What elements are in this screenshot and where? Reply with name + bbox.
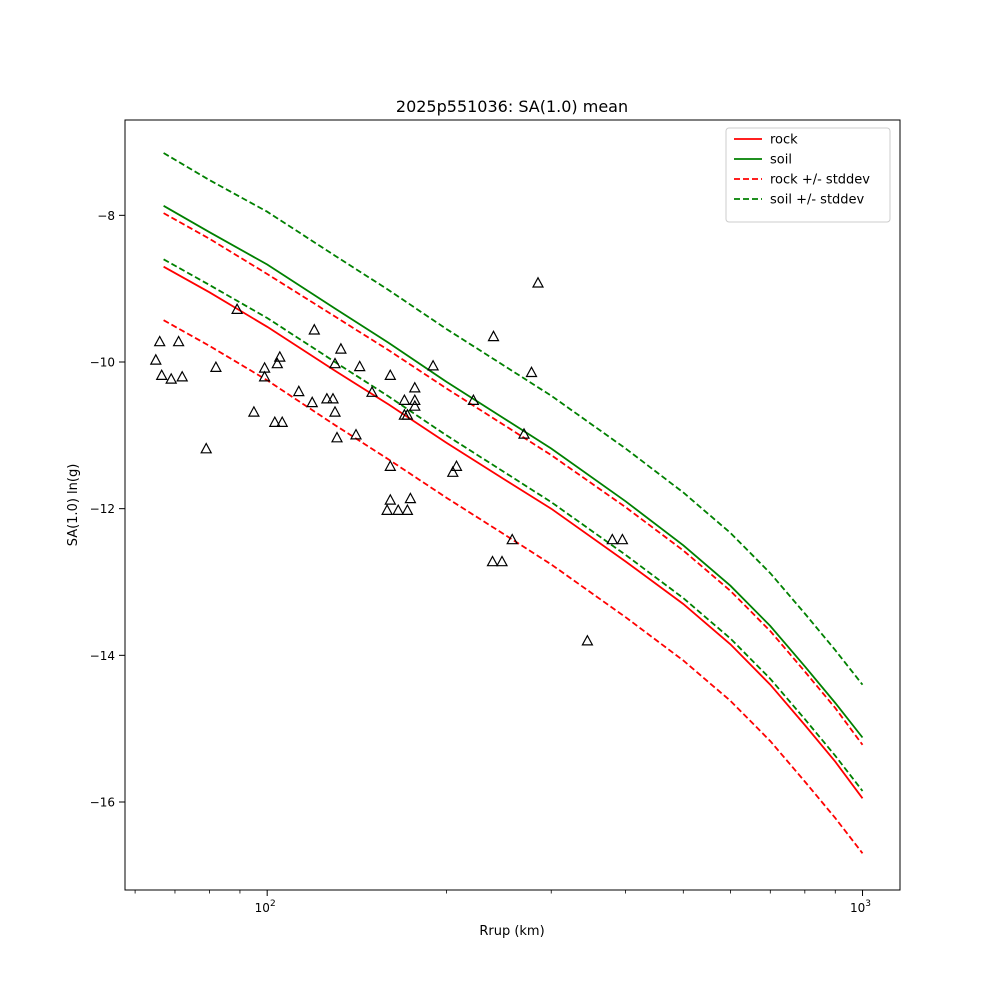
observation-marker-53: [606, 533, 619, 545]
observation-marker-14: [273, 350, 286, 362]
observation-marker-16: [292, 385, 305, 397]
observation-marker-44: [467, 393, 480, 405]
observation-marker-33: [398, 393, 411, 405]
observation-marker-43: [450, 459, 463, 471]
legend-label-1: soil: [770, 153, 792, 168]
y-tick-label-2: −12: [90, 502, 115, 516]
observation-marker-4: [172, 335, 185, 347]
y-tick-label-1: −10: [90, 356, 115, 370]
observation-marker-40: [408, 399, 421, 411]
x-tick-exponent-0: 2: [270, 899, 276, 909]
observation-marker-6: [200, 442, 213, 454]
observation-marker-38: [408, 381, 421, 393]
y-tick-label-4: −16: [90, 796, 115, 810]
observation-marker-39: [408, 393, 421, 405]
observation-marker-17: [306, 396, 319, 408]
observation-marker-51: [531, 276, 545, 288]
plot-frame: [124, 119, 901, 891]
observation-marker-5: [176, 370, 189, 382]
observation-marker-36: [401, 408, 414, 420]
chart-title: 2025p551036: SA(1.0) mean: [396, 97, 628, 116]
observation-marker-27: [365, 385, 379, 397]
observation-marker-23: [328, 405, 342, 417]
observation-marker-26: [353, 360, 366, 372]
observation-marker-41: [427, 359, 440, 371]
observation-marker-52: [581, 634, 594, 646]
x-tick-exponent-1: 3: [865, 899, 871, 909]
legend: rock soil rock +/- stddev soil +/- stddev: [725, 127, 891, 223]
series-line-rock-stddev-3: [163, 319, 864, 854]
observation-marker-3: [165, 372, 178, 384]
observation-marker-15: [276, 415, 289, 427]
observation-marker-13: [271, 357, 284, 369]
observation-marker-21: [328, 357, 342, 369]
legend-box: [725, 127, 891, 223]
observation-marker-42: [446, 465, 459, 477]
series-line-rock-stddev-2: [163, 212, 864, 746]
x-axis-label: Rrup (km): [479, 924, 544, 939]
observation-marker-18: [308, 323, 321, 335]
observation-marker-22: [330, 431, 344, 443]
observation-marker-0: [149, 353, 162, 365]
legend-label-0: rock: [770, 133, 798, 148]
observation-marker-48: [506, 533, 519, 545]
observation-marker-49: [517, 427, 531, 439]
plot-marks: [149, 152, 864, 854]
axes: 102 103−8−10−12−14−16: [90, 209, 871, 915]
observation-marker-35: [401, 503, 414, 516]
observation-marker-8: [231, 302, 244, 314]
observation-marker-31: [384, 459, 397, 471]
observation-marker-32: [392, 503, 405, 516]
observation-marker-19: [320, 392, 333, 404]
observation-marker-9: [247, 405, 260, 417]
legend-label-3: soil +/- stddev: [770, 193, 865, 208]
y-tick-label-3: −14: [90, 649, 115, 663]
observation-marker-30: [384, 493, 397, 505]
observation-marker-24: [334, 342, 347, 354]
series-line-soil-stddev-5: [163, 258, 864, 792]
series-line-soil-stddev-4: [163, 152, 864, 686]
observation-marker-20: [326, 392, 340, 404]
observation-marker-47: [495, 555, 509, 567]
observation-marker-46: [487, 330, 500, 342]
observation-marker-7: [209, 360, 222, 372]
observation-marker-28: [384, 368, 397, 380]
observation-marker-29: [381, 503, 394, 516]
series-line-soil-1: [163, 205, 864, 739]
series-line-rock-0: [163, 265, 864, 799]
observation-marker-50: [525, 366, 538, 378]
observation-marker-2: [155, 368, 168, 380]
y-tick-label-0: −8: [97, 209, 115, 223]
observation-marker-1: [153, 335, 166, 347]
legend-label-2: rock +/- stddev: [770, 173, 870, 188]
observation-marker-11: [258, 370, 271, 382]
y-axis-label: SA(1.0) ln(g): [66, 464, 81, 547]
observation-marker-54: [616, 533, 629, 545]
observation-marker-25: [349, 428, 363, 440]
observation-marker-45: [486, 555, 499, 567]
observation-marker-37: [404, 492, 417, 504]
observation-marker-12: [268, 415, 281, 427]
